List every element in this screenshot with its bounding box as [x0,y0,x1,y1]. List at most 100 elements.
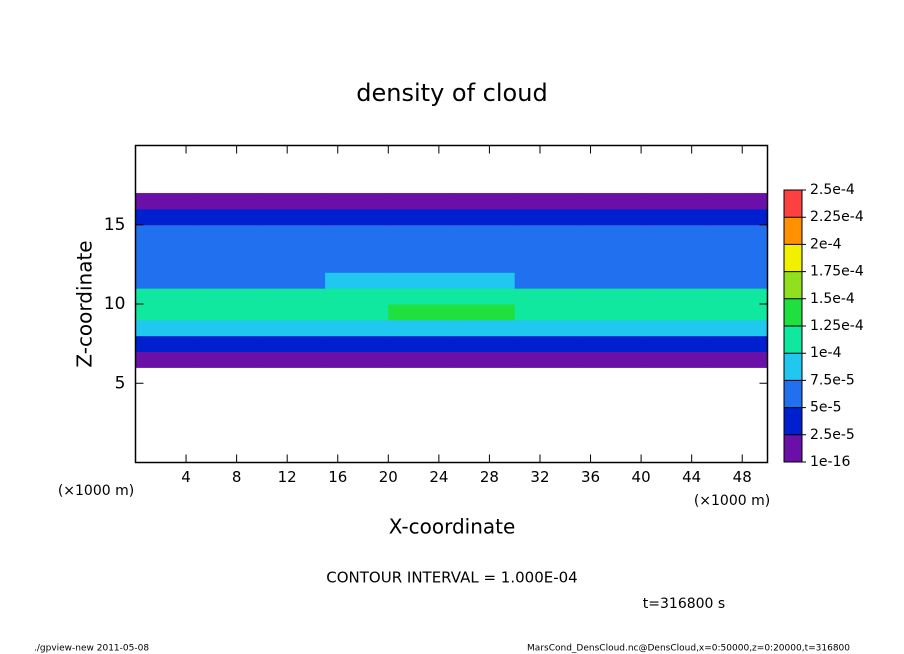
heat-cell [261,288,326,305]
y-axis-label: Z-coordinate [73,240,97,367]
colorbar-label: 2.25e-4 [810,209,864,225]
heat-cell [261,335,326,353]
heat-cell [198,224,263,242]
chart-title: density of cloud [356,79,547,107]
heat-cell [198,319,263,337]
heat-cell [135,240,200,257]
heat-cell [704,272,768,289]
heat-cell [135,193,200,210]
heat-cell [261,256,326,273]
heat-cell [704,193,768,210]
colorbar-label: 7.5e-5 [810,372,855,388]
heat-cell [577,319,642,337]
heat-cell [451,288,516,305]
heat-cell [388,319,452,337]
heat-cell [135,351,200,368]
colorbar-label: 2.5e-5 [810,427,855,443]
heat-cell [325,272,389,289]
heat-cell [135,288,200,305]
heat-cell [388,224,452,242]
colorbar-segment [784,407,802,435]
colorbar-segment [784,217,802,245]
colorbar-label: 1.75e-4 [810,264,864,280]
heat-cell [198,208,263,226]
heat-cell [261,224,326,242]
heat-cell [704,288,768,305]
colorbar-segment [784,326,802,354]
heat-cell [704,319,768,337]
heat-cell [388,288,452,305]
heat-cell [388,193,452,210]
heat-cell [577,272,642,289]
heat-cell [577,304,642,321]
x-tick-label: 8 [232,468,242,486]
x-tick-label: 24 [429,468,448,486]
y-tick-label: 5 [115,373,126,393]
colorbar-segment [784,298,802,326]
x-unit: (×1000 m) [694,493,770,509]
heat-cell [325,319,389,337]
heat-cell [641,256,705,273]
heat-cell [325,193,389,210]
heat-cell [198,272,263,289]
heat-cell [641,319,705,337]
heat-cell [388,256,452,273]
colorbar-label: 2.5e-4 [810,182,855,198]
heat-cell [198,256,263,273]
heat-cell [198,304,263,321]
heat-cell [198,288,263,305]
heat-cell [514,256,579,273]
heat-cell [135,319,200,337]
x-tick-label: 44 [682,468,701,486]
heat-cell [704,256,768,273]
heat-cell [261,193,326,210]
colorbar-label: 1e-16 [810,454,850,470]
heat-cell [577,224,642,242]
heat-cell [325,256,389,273]
heat-cell [261,304,326,321]
heat-cell [577,288,642,305]
heat-cell [704,351,768,368]
heat-cell [325,208,389,226]
heat-cell [451,272,516,289]
heat-cell [388,272,452,289]
colorbar-segment [784,434,802,462]
heat-cell [198,351,263,368]
colorbar-label: 5e-5 [810,400,841,416]
y-tick-label: 15 [104,215,126,235]
heat-cell [514,288,579,305]
heat-cell [261,272,326,289]
heat-cell [325,304,389,321]
heat-cell [388,351,452,368]
colorbar-segment [784,380,802,408]
heat-cell [577,208,642,226]
heat-cell [641,224,705,242]
x-tick-label: 20 [379,468,398,486]
time-note: t=316800 s [643,596,725,612]
heat-cell [451,256,516,273]
heat-cell [514,335,579,353]
colorbar-label: 1.5e-4 [810,291,855,307]
heat-cell [451,193,516,210]
heat-cell [198,193,263,210]
heat-cell [514,224,579,242]
y-tick-label: 10 [104,294,126,314]
heat-cell [388,240,452,257]
heat-cell [704,240,768,257]
heat-cell [135,256,200,273]
footer-right: MarsCond_DensCloud.nc@DensCloud,x=0:5000… [527,644,850,654]
heat-cell [704,335,768,353]
heat-cell [325,288,389,305]
heat-cell [577,351,642,368]
x-tick-label: 48 [733,468,752,486]
y-unit: (×1000 m) [58,483,134,499]
heat-cell [325,240,389,257]
colorbar-segment [784,353,802,381]
x-tick-label: 16 [328,468,347,486]
colorbar-label: 1.25e-4 [810,318,864,334]
heat-cell [514,208,579,226]
heat-cell [641,304,705,321]
x-tick-label: 32 [530,468,549,486]
heat-cell [261,240,326,257]
